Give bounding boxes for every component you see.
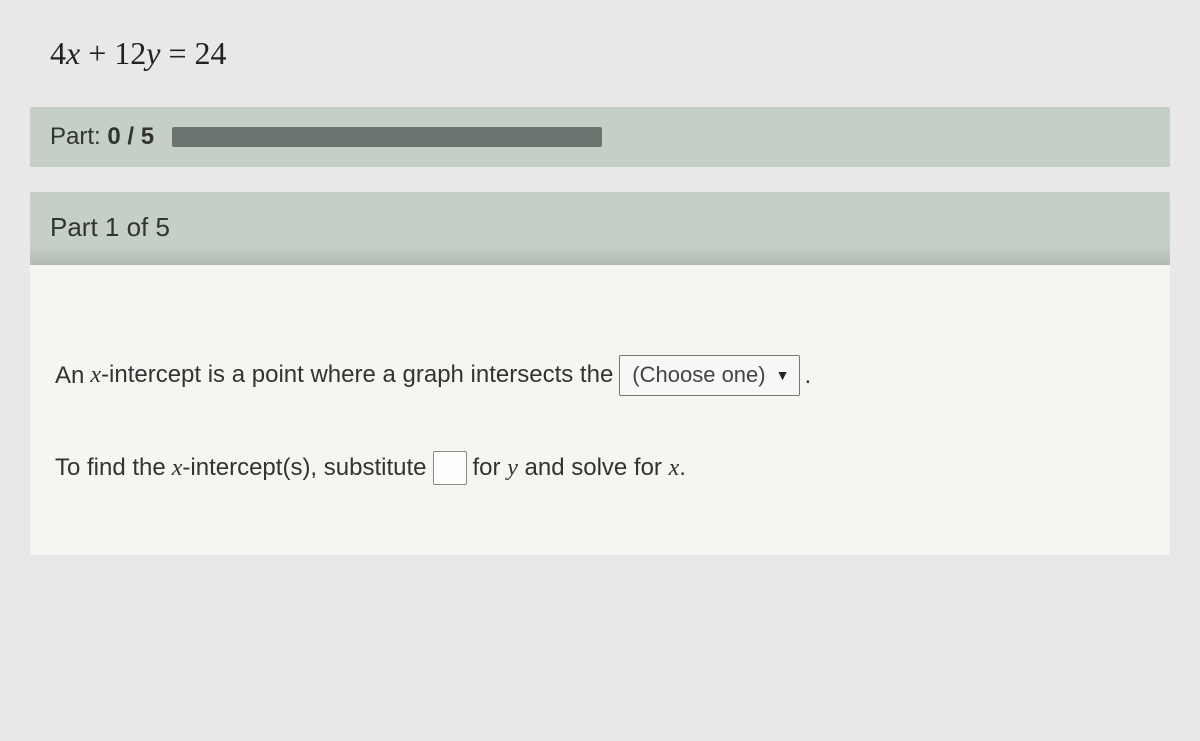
- equation-plus: +: [80, 35, 114, 71]
- chevron-down-icon: ▼: [776, 366, 790, 386]
- substitute-value-input[interactable]: [433, 451, 467, 485]
- s2-var-y: y: [507, 455, 518, 481]
- sentence-1: An x-intercept is a point where a graph …: [55, 355, 1145, 396]
- equation-var-x: x: [66, 35, 80, 71]
- s2-post: .: [679, 454, 686, 481]
- s2-pre: To find the: [55, 451, 166, 485]
- sentence-2: To find the x-intercept(s), substitute f…: [55, 451, 1145, 486]
- s1-var-x: x: [90, 362, 101, 388]
- equation-rhs: 24: [195, 35, 227, 71]
- progress-sep: /: [121, 123, 141, 150]
- part-header: Part 1 of 5: [30, 192, 1170, 265]
- s2-mid1: -intercept(s), substitute: [182, 454, 426, 481]
- progress-total: 5: [141, 123, 154, 150]
- equation-coef-x: 4: [50, 35, 66, 71]
- choose-one-dropdown[interactable]: (Choose one) ▼: [619, 355, 800, 396]
- progress-label: Part: 0 / 5: [50, 123, 154, 151]
- s2-mid2: for: [473, 454, 508, 481]
- progress-track: [172, 127, 602, 147]
- s2-var-x2: x: [669, 455, 680, 481]
- s2-mid3: and solve for: [518, 454, 669, 481]
- progress-current: 0: [107, 123, 120, 150]
- equation-coef-y: 12: [114, 35, 146, 71]
- progress-bar: Part: 0 / 5: [30, 107, 1170, 167]
- s1-pre: An: [55, 359, 84, 393]
- s2-var-x: x: [172, 455, 183, 481]
- part-body: An x-intercept is a point where a graph …: [30, 265, 1170, 555]
- s1-post: .: [804, 359, 811, 393]
- s1-mid: -intercept is a point where a graph inte…: [101, 361, 613, 388]
- dropdown-label: (Choose one): [632, 360, 765, 391]
- equation-display: 4x + 12y = 24: [30, 20, 1170, 107]
- equation-eq: =: [160, 35, 194, 71]
- progress-prefix: Part:: [50, 123, 107, 150]
- equation-var-y: y: [146, 35, 160, 71]
